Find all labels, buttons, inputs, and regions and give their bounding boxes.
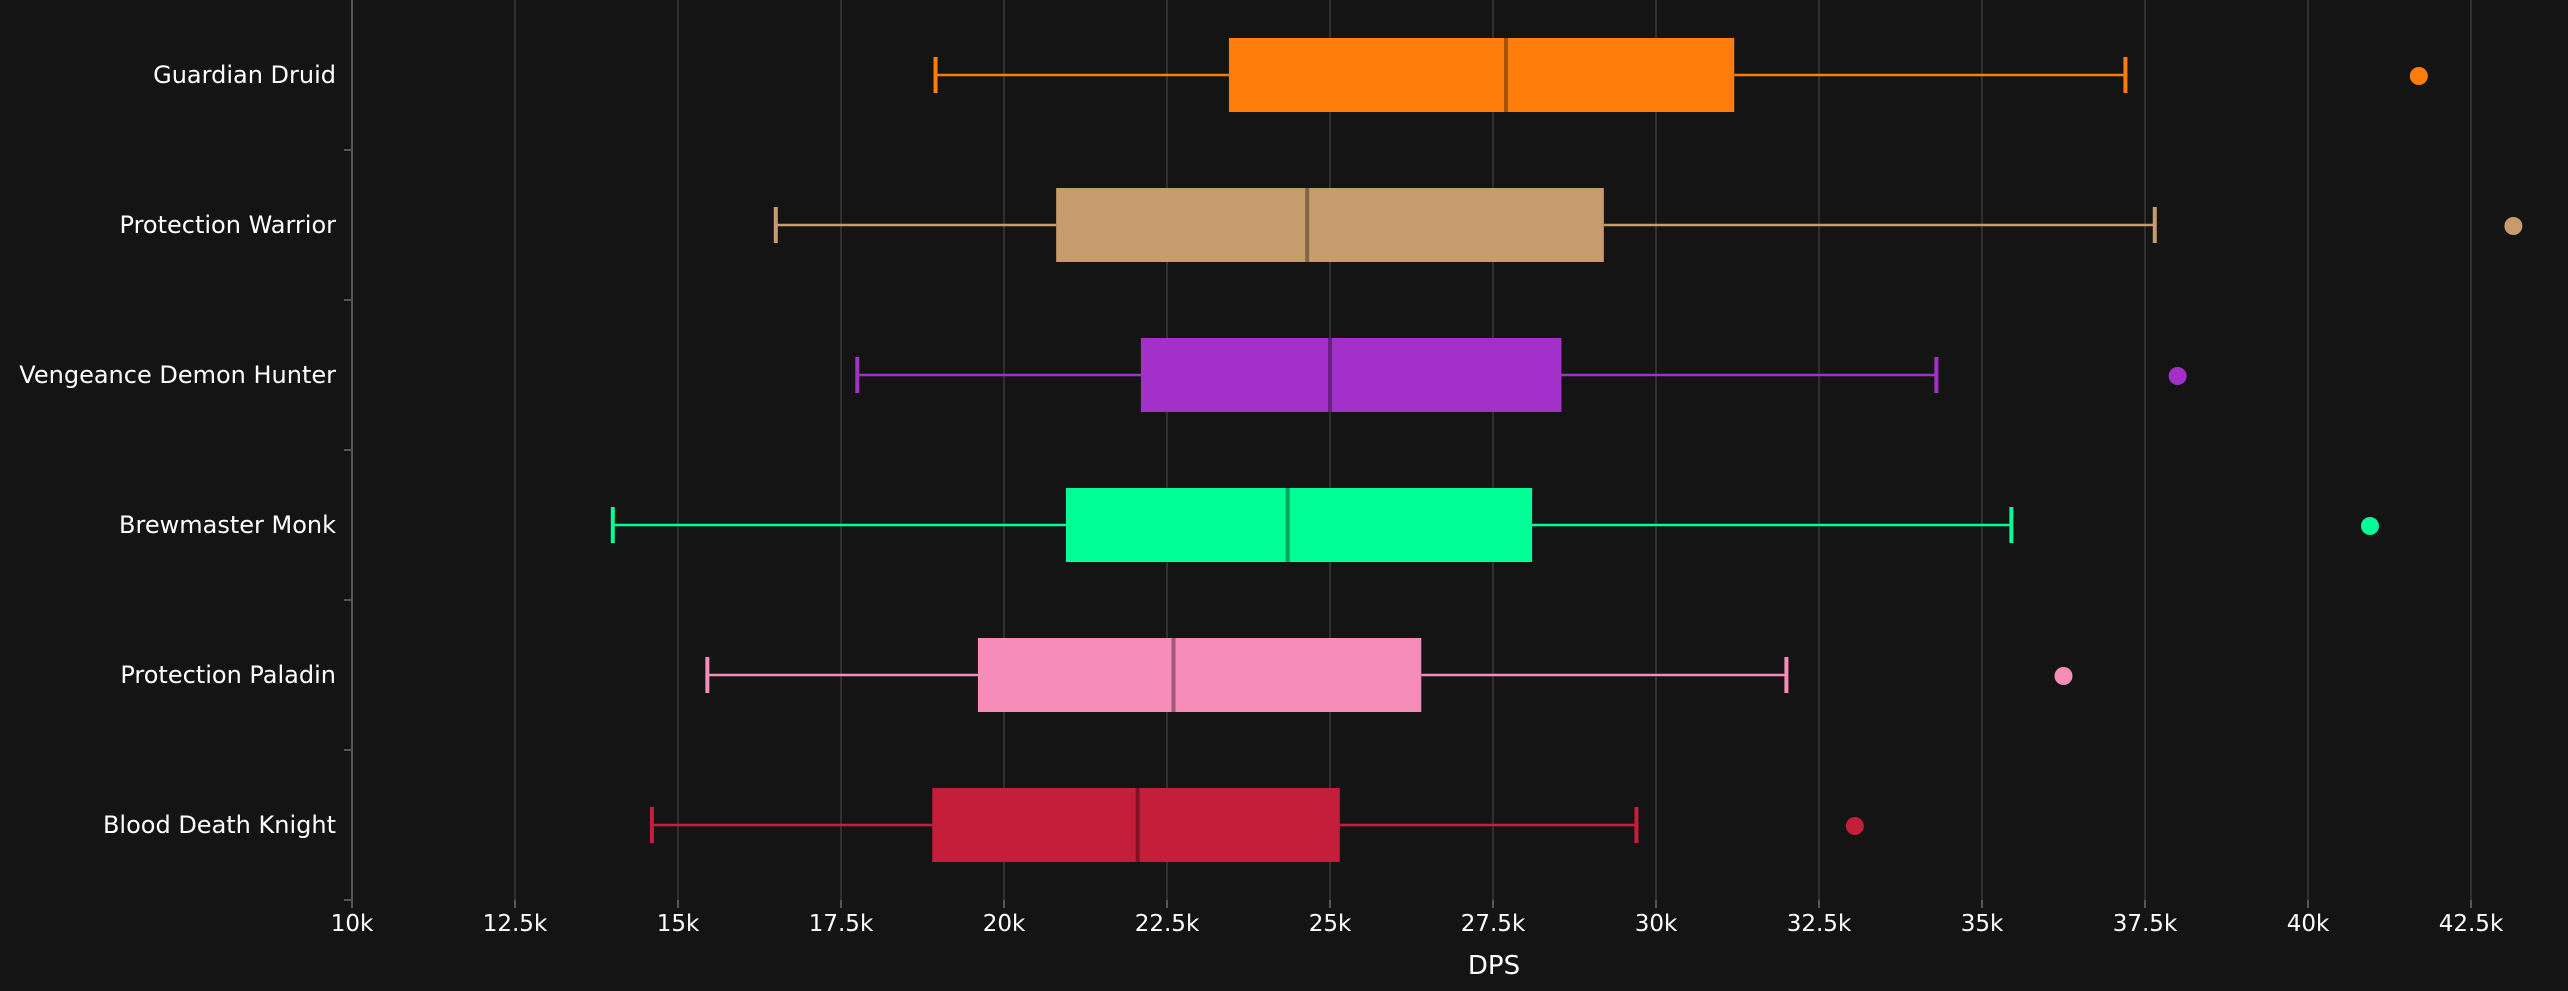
- iqr-box: [1228, 38, 1735, 112]
- x-tick-label: 17.5k: [809, 911, 874, 937]
- outlier-point: [1845, 817, 1864, 835]
- box-series: [610, 38, 2523, 862]
- box-vengeance-demon-hunter: [855, 338, 2187, 412]
- box-protection-paladin: [705, 638, 2073, 712]
- iqr-box: [1065, 488, 1533, 562]
- x-tick-label: 12.5k: [483, 911, 548, 937]
- category-label: Protection Warrior: [120, 211, 337, 239]
- x-axis-title: DPS: [1468, 951, 1520, 981]
- category-label: Guardian Druid: [153, 61, 336, 89]
- x-tick-label: 20k: [983, 911, 1026, 937]
- x-tick-label: 32.5k: [1787, 911, 1852, 937]
- iqr-box: [1056, 188, 1604, 262]
- outlier-point: [2168, 367, 2187, 385]
- iqr-box: [1140, 338, 1562, 412]
- category-label: Blood Death Knight: [103, 811, 336, 839]
- x-tick-label: 35k: [1961, 911, 2004, 937]
- category-label: Protection Paladin: [120, 661, 336, 689]
- x-tick-label: 40k: [2287, 911, 2330, 937]
- x-tick-label: 42.5k: [2439, 911, 2504, 937]
- grid-lines: [514, 0, 2472, 900]
- x-tick-label: 10k: [331, 911, 374, 937]
- category-label: Brewmaster Monk: [119, 511, 336, 539]
- iqr-box: [932, 788, 1340, 862]
- category-axis: Guardian Druid Protection Warrior Vengeanc…: [19, 0, 353, 901]
- x-tick-label: 37.5k: [2113, 911, 2178, 937]
- outlier-point: [2054, 667, 2073, 685]
- value-axis: 10k 12.5k 15k 17.5k 20k 22.5k 25k 27.5k 30k 32.5k…: [331, 900, 2504, 937]
- box-brewmaster-monk: [610, 488, 2379, 562]
- x-tick-label: 30k: [1635, 911, 1678, 937]
- box-guardian-druid: [933, 38, 2428, 112]
- x-tick-label: 25k: [1309, 911, 1352, 937]
- outlier-point: [2360, 517, 2379, 535]
- box-blood-death-knight: [649, 788, 1864, 862]
- outlier-point: [2504, 217, 2523, 235]
- x-tick-label: 15k: [657, 911, 700, 937]
- iqr-box: [977, 638, 1422, 712]
- x-tick-label: 22.5k: [1135, 911, 1200, 937]
- outlier-point: [2409, 67, 2428, 85]
- category-label: Vengeance Demon Hunter: [19, 361, 336, 389]
- box-protection-warrior: [773, 188, 2523, 262]
- x-tick-label: 27.5k: [1461, 911, 1526, 937]
